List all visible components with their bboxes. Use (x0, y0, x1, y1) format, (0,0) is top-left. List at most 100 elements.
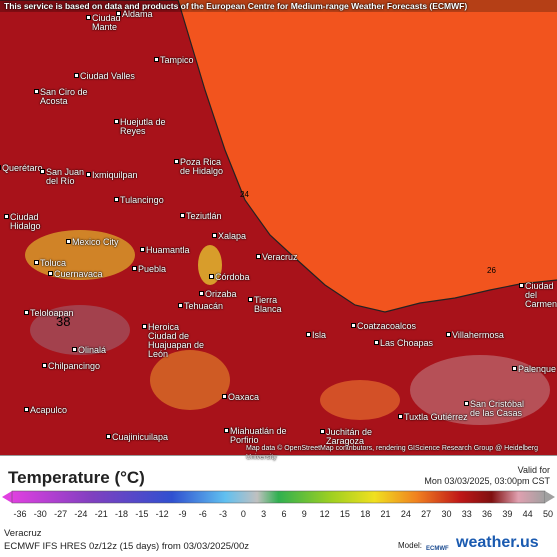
city-marker (116, 11, 121, 16)
city-marker (72, 347, 77, 352)
city-marker (209, 274, 214, 279)
warm-area (198, 245, 222, 285)
city-marker (374, 340, 379, 345)
colorbar-tick: 30 (441, 509, 452, 519)
colorbar-tick: -21 (94, 509, 108, 519)
city-marker (34, 260, 39, 265)
city-label: Ciudad Hidalgo (10, 212, 41, 231)
city-label: Palenque (518, 364, 557, 374)
city-label: San Juan del Río (46, 167, 85, 186)
city-label: Cuajinicuilapa (112, 432, 169, 442)
colorbar-tick: 6 (281, 509, 287, 519)
city-marker (4, 214, 9, 219)
contour-label: 26 (487, 266, 496, 275)
map-credit: Map data © OpenStreetMap contributors, r… (246, 445, 539, 461)
cool-area (410, 355, 550, 425)
city-label: Ciudad del Carmen (525, 281, 557, 309)
city-label: Miahuatlán de Porfirio (230, 426, 287, 445)
warm-area (320, 380, 400, 420)
city-marker (114, 197, 119, 202)
city-label: Ixmiquilpan (92, 170, 138, 180)
colorbar-tick: -24 (74, 509, 88, 519)
valid-label: Valid for (517, 465, 550, 475)
city-marker (114, 119, 119, 124)
city-marker (132, 266, 137, 271)
colorbar-tick: 39 (502, 509, 513, 519)
city-label: Ciudad Valles (80, 71, 135, 81)
city-label: Aldama (122, 9, 153, 19)
city-label: Huejutla de Reyes (120, 117, 166, 136)
city-label: Tuxtla Gutiérrez (404, 412, 468, 422)
attribution: This service is based on data and produc… (4, 1, 468, 11)
model-name: ECMWF (426, 546, 449, 552)
city-marker (180, 213, 185, 218)
city-marker (142, 324, 147, 329)
city-marker (199, 291, 204, 296)
colorbar-tick: -30 (33, 509, 47, 519)
colorbar-tick: -36 (13, 509, 27, 519)
city-label: Tehuacán (184, 301, 224, 311)
city-label: Acapulco (30, 405, 68, 415)
city-label: Juchitán de Zaragoza (326, 427, 373, 446)
city-marker (0, 165, 1, 170)
city-marker (464, 401, 469, 406)
colorbar-tick: 36 (482, 509, 493, 519)
colorbar-tick: 33 (461, 509, 472, 519)
city-marker (351, 323, 356, 328)
city-marker (398, 414, 403, 419)
colorbar-tick: 0 (240, 509, 246, 519)
city-marker (174, 159, 179, 164)
colorbar-tick: -18 (115, 509, 129, 519)
city-marker (42, 363, 47, 368)
city-marker (48, 271, 53, 276)
city-marker (224, 428, 229, 433)
city-label: Coatzacoalcos (357, 321, 417, 331)
city-marker (512, 366, 517, 371)
coastline (0, 0, 557, 313)
city-label: Poza Rica de Hidalgo (180, 157, 224, 176)
city-marker (519, 283, 524, 288)
city-marker (306, 332, 311, 337)
colorbar-tick: 21 (380, 509, 391, 519)
brand: weather.us (456, 534, 539, 551)
colorbar-tick: -3 (219, 509, 228, 519)
valid-time: Mon 03/03/2025, 03:00pm CST (424, 476, 550, 486)
city-label: Heroica Ciudad de Huajuapan de León (148, 322, 205, 359)
city-label: Isla (312, 330, 327, 340)
city-label: San Cristóbal de las Casas (470, 399, 525, 418)
colorbar-tick: -15 (135, 509, 149, 519)
contour-label: 24 (240, 190, 249, 199)
city-marker (66, 239, 71, 244)
bar-arrow (545, 491, 555, 503)
color-bar (2, 490, 555, 504)
city-label: San Ciro de Acosta (40, 87, 88, 106)
city-label: Tampico (160, 55, 194, 65)
cool-area (30, 305, 130, 355)
colorbar-tick: 44 (522, 509, 533, 519)
city-marker (154, 57, 159, 62)
city-label: Xalapa (218, 231, 247, 241)
city-label: Teziutlán (186, 211, 222, 221)
city-marker (24, 407, 29, 412)
city-label: Las Choapas (380, 338, 434, 348)
city-label: Mexico City (72, 237, 119, 247)
colorbar-tick: -27 (54, 509, 68, 519)
city-label: Puebla (138, 264, 167, 274)
colorbar-tick: 15 (339, 509, 350, 519)
colorbar-tick: -12 (155, 509, 169, 519)
colorbar-tick: 27 (421, 509, 432, 519)
warm-area (150, 350, 230, 410)
city-marker (212, 233, 217, 238)
city-marker (446, 332, 451, 337)
city-label: Villahermosa (452, 330, 504, 340)
city-label: Tierra Blanca (254, 295, 282, 314)
city-label: Toluca (40, 258, 67, 268)
city-label: Tulancingo (120, 195, 164, 205)
contour-label: 38 (56, 314, 71, 329)
colorbar-tick: 9 (301, 509, 307, 519)
city-marker (248, 297, 253, 302)
city-label: Cuernavaca (54, 269, 103, 279)
city-marker (222, 394, 227, 399)
city-marker (74, 73, 79, 78)
